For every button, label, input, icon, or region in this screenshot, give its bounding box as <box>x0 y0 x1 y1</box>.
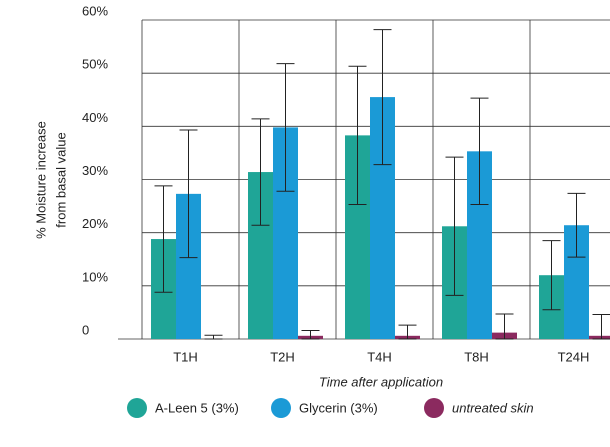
legend-swatch <box>271 398 291 418</box>
error-bar <box>398 324 417 340</box>
error-bar <box>373 29 392 166</box>
legend-label: A-Leen 5 (3%) <box>155 400 239 415</box>
legend-label: untreated skin <box>452 400 534 415</box>
y-tick-label: 60% <box>82 3 108 18</box>
x-tick-label: T4H <box>367 349 392 364</box>
legend-swatch <box>127 398 147 418</box>
error-bar <box>495 313 514 340</box>
x-tick-label: T2H <box>270 349 295 364</box>
x-tick-label: T24H <box>558 349 590 364</box>
error-bar <box>179 129 198 259</box>
legend-swatch <box>424 398 444 418</box>
y-tick-label: 40% <box>82 110 108 125</box>
y-tick-label: 20% <box>82 216 108 231</box>
error-bar <box>542 240 561 311</box>
legend-label: Glycerin (3%) <box>299 400 378 415</box>
error-bar <box>592 314 610 340</box>
error-bar <box>567 192 586 258</box>
y-axis-label: % Moisture increase <box>33 121 48 239</box>
error-bar <box>204 334 223 340</box>
y-tick-label: 10% <box>82 269 108 284</box>
error-bar <box>445 156 464 296</box>
error-bar <box>301 329 320 340</box>
y-tick-label: 30% <box>82 163 108 178</box>
bar <box>589 335 610 339</box>
y-axis-label: from basal value <box>53 132 68 227</box>
error-bar <box>348 65 367 205</box>
error-bar <box>470 97 489 205</box>
x-tick-label: T1H <box>173 349 198 364</box>
y-tick-label: 0 <box>82 322 89 337</box>
error-bar <box>276 63 295 192</box>
error-bar <box>251 118 270 226</box>
x-axis-label: Time after application <box>319 374 443 389</box>
x-tick-label: T8H <box>464 349 489 364</box>
error-bar <box>154 185 173 293</box>
y-tick-label: 50% <box>82 57 108 72</box>
